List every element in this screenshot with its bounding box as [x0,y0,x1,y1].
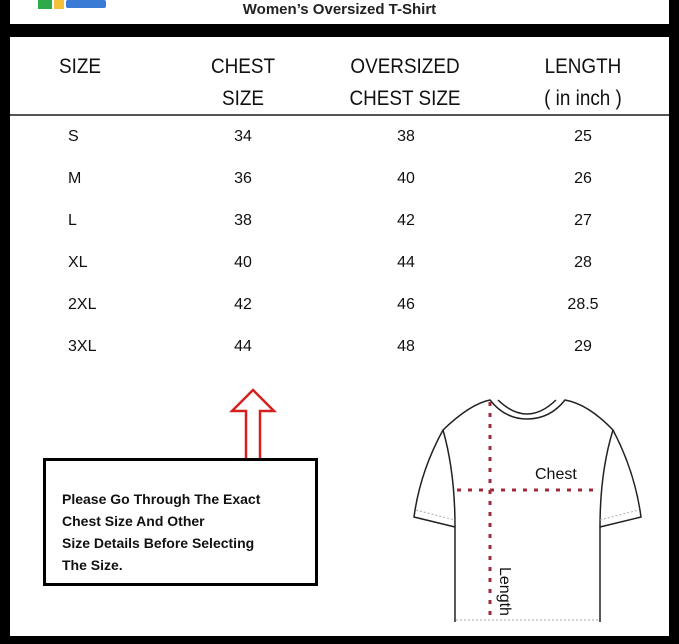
tshirt-diagram: Chest Length [413,399,642,622]
table-cell: 2XL [68,296,97,313]
table-cell: 38 [234,212,252,229]
header-size: SIZE [58,55,102,78]
table-cell: 34 [234,128,252,145]
table-cell: 40 [234,254,252,271]
table-cell: L [68,212,77,229]
header-chest-size: CHEST SIZE [210,55,276,110]
length-label: Length [496,567,513,616]
table-cell: 40 [397,170,415,187]
table-cell: 44 [234,338,252,355]
table-cell: 29 [574,338,592,355]
size-chart-panel: SIZE CHEST SIZE OVERSIZED CHEST SIZE LENGT… [10,37,669,636]
table-cell: M [68,170,82,187]
table-cell: 36 [234,170,252,187]
table-cell: XL [68,254,88,271]
table-cell: 44 [397,254,415,271]
table-cell: 25 [574,128,592,145]
chart-title: Women’s Oversized T-Shirt [242,1,437,18]
table-cell: 38 [397,128,415,145]
table-cell: 48 [397,338,415,355]
brand-logo [38,0,106,9]
table-cell: 42 [397,212,415,229]
header-oversized-chest-size: OVERSIZED CHEST SIZE [349,55,461,110]
table-cell: 27 [574,212,592,229]
header-divider [10,114,669,116]
table-cell: 28 [574,254,592,271]
table-cell: S [68,128,79,145]
size-note-box: Please Go Through The Exact Chest Size An… [43,458,318,586]
chest-label: Chest [535,466,577,483]
table-cell: 46 [397,296,415,313]
header-length: LENGTH( in inch ) [544,55,622,110]
title-bar: Women’s Oversized T-Shirt [10,0,669,24]
table-cell: 28.5 [567,296,599,313]
table-cell: 26 [574,170,592,187]
table-cell: 42 [234,296,252,313]
table-cell: 3XL [68,338,97,355]
